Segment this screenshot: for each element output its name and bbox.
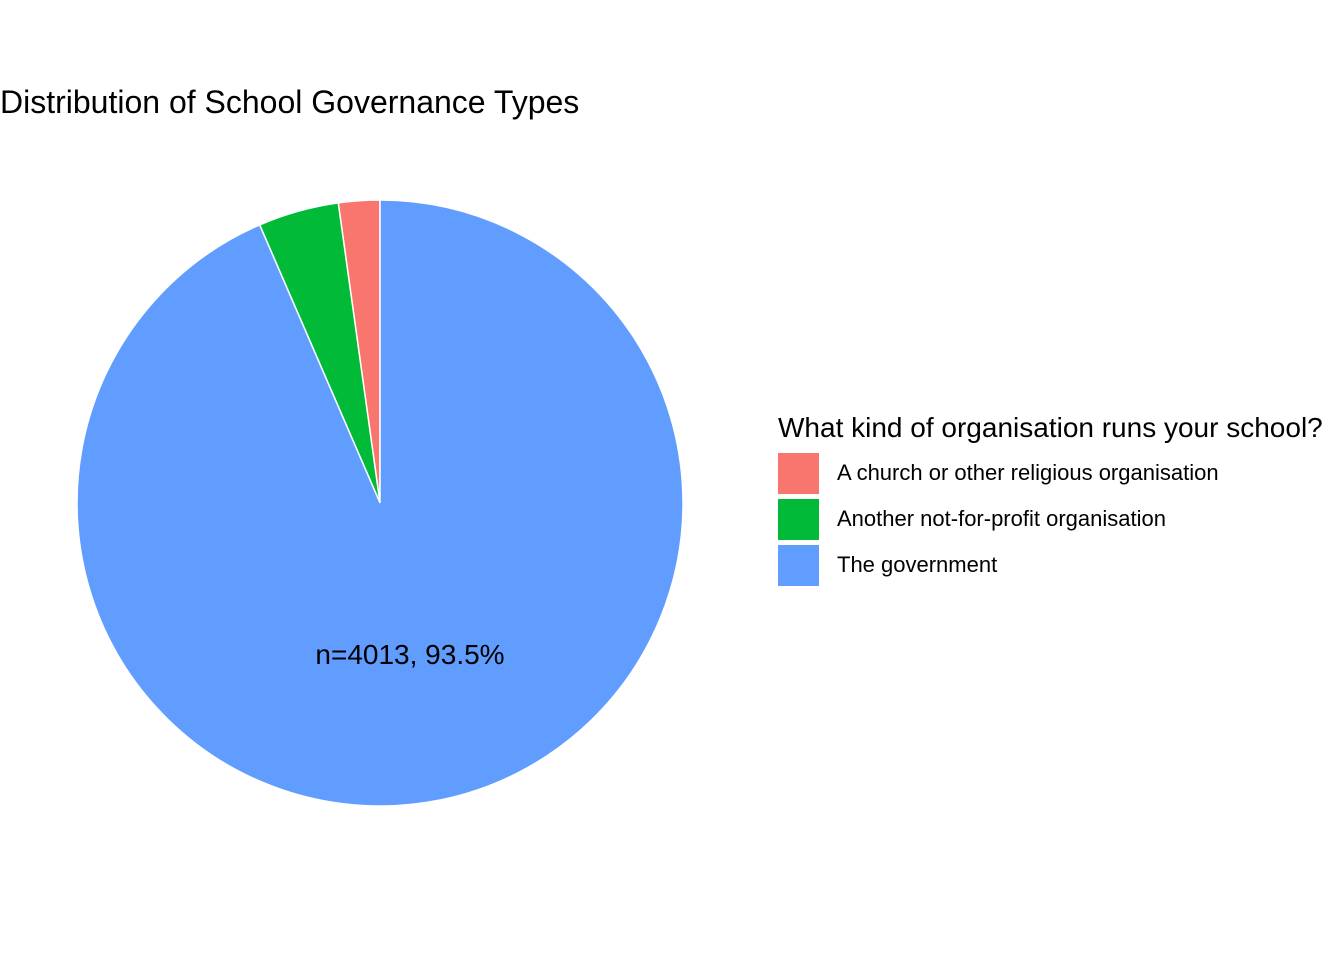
legend-swatch bbox=[778, 452, 819, 494]
legend-item: Another not-for-profit organisation bbox=[778, 496, 1323, 542]
legend-label: Another not-for-profit organisation bbox=[837, 506, 1166, 531]
legend: What kind of organisation runs your scho… bbox=[778, 412, 1323, 588]
legend-label: A church or other religious organisation bbox=[837, 460, 1219, 485]
pie-slice-2 bbox=[76, 199, 684, 807]
legend-title: What kind of organisation runs your scho… bbox=[778, 412, 1323, 443]
legend-swatch bbox=[778, 544, 819, 586]
legend-label: The government bbox=[837, 552, 998, 577]
legend-item: The government bbox=[778, 542, 1323, 588]
legend-item: A church or other religious organisation bbox=[778, 450, 1323, 496]
legend-swatch bbox=[778, 498, 819, 540]
chart-title: Distribution of School Governance Types bbox=[0, 84, 580, 120]
slice-data-label: n=4013, 93.5% bbox=[315, 639, 504, 670]
